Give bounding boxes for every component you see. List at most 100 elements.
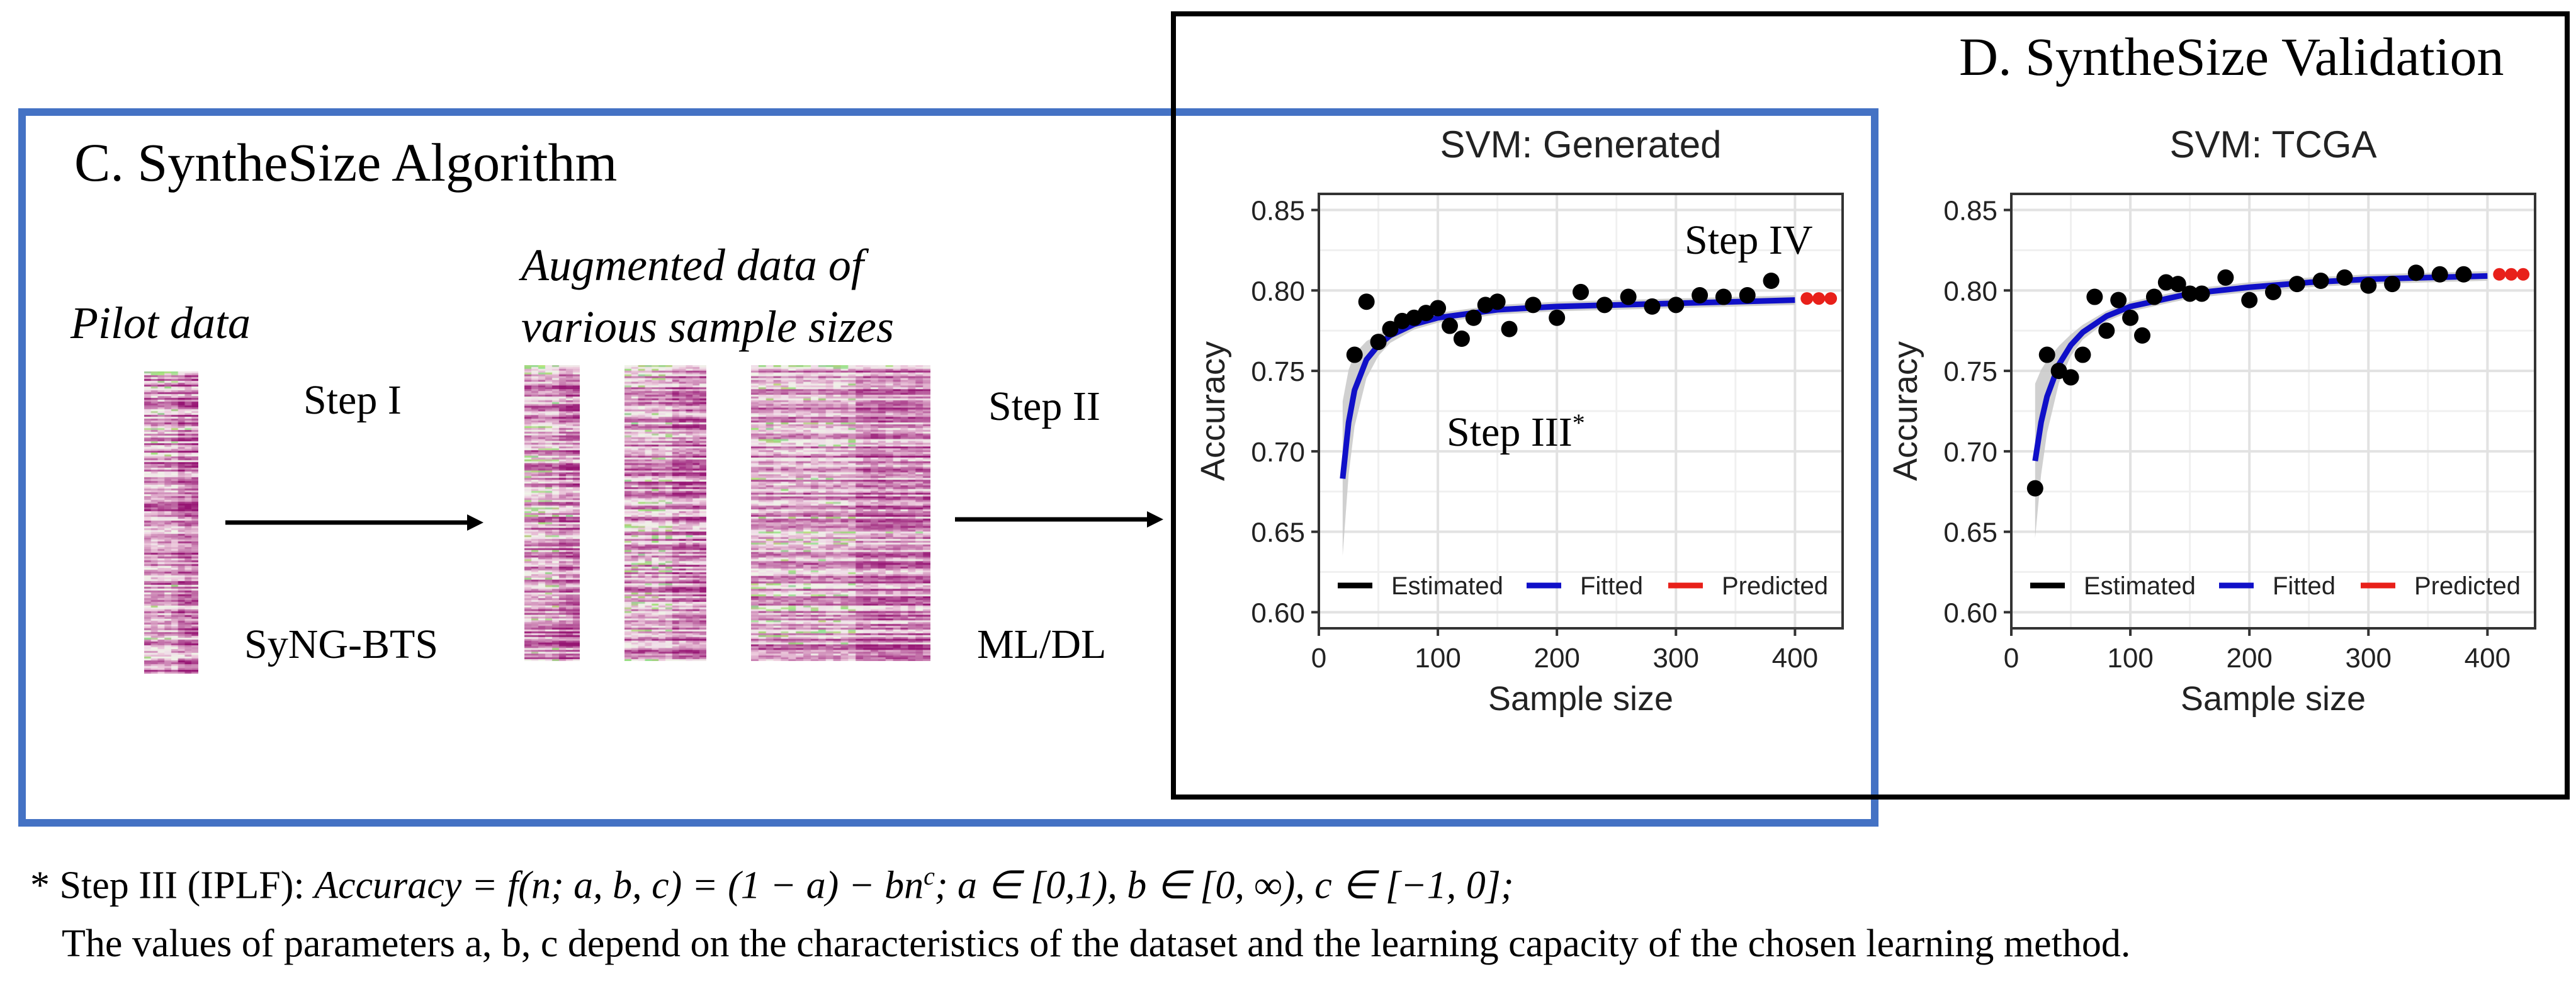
estimated-point (1573, 283, 1589, 300)
pilot-heatmap (144, 371, 198, 674)
y-axis-label: Accuracy (1887, 341, 1924, 481)
x-tick-label: 100 (1415, 643, 1460, 674)
estimated-point (1430, 300, 1447, 317)
estimated-point (1596, 297, 1613, 314)
step1-label: Step I (303, 377, 402, 423)
estimated-point (2384, 276, 2401, 293)
footnote-lead: Step III (IPLF): (59, 864, 315, 907)
estimated-point (2086, 288, 2103, 305)
legend-label-predicted: Predicted (2414, 572, 2521, 600)
predicted-point (1800, 292, 1814, 305)
x-tick-label: 200 (1534, 643, 1579, 674)
augmented-label-line2: various sample sizes (521, 302, 894, 352)
estimated-point (1715, 288, 1732, 305)
chart-svm-tcga: SVM: TCGA 0.60 0.65 0.70 0.75 0.80 0.85 0 100 200… (1887, 123, 2536, 718)
augmented-heatmap-large (751, 365, 930, 661)
y-tick-label: 0.85 (1251, 196, 1305, 227)
estimated-point (1346, 346, 1363, 363)
panel-d-title: D. SyntheSize Validation (1959, 26, 2504, 87)
panel-d-frame (1171, 11, 2570, 800)
y-tick-label: 0.75 (1251, 356, 1305, 387)
estimated-point (1382, 320, 1399, 337)
legend-label-fitted: Fitted (2273, 572, 2336, 600)
y-tick-label: 0.60 (1943, 597, 1997, 628)
footnote-formula-exponent: c (924, 862, 935, 890)
estimated-point (1370, 334, 1387, 351)
step3-superscript: * (1572, 409, 1585, 437)
estimated-point (1644, 298, 1661, 315)
y-tick-label: 0.60 (1251, 597, 1305, 628)
estimated-point (2026, 480, 2043, 497)
estimated-point (2336, 269, 2353, 286)
estimated-point (2217, 269, 2234, 286)
pilot-data-label: Pilot data (71, 298, 251, 348)
estimated-point (1453, 331, 1470, 347)
estimated-point (2038, 346, 2055, 363)
estimated-point (2062, 369, 2079, 386)
fitted-confidence-band (2035, 271, 2488, 538)
estimated-point (1442, 317, 1458, 334)
footnote-marker: * (30, 864, 50, 907)
augmented-label-line1: Augmented data of (521, 240, 864, 290)
estimated-point (2431, 266, 2448, 283)
plot-frame (1318, 193, 1844, 630)
x-tick-label: 100 (2107, 643, 2153, 674)
predicted-point (2505, 268, 2518, 281)
estimated-point (1501, 320, 1518, 337)
predicted-point (2493, 268, 2506, 281)
y-tick-label: 0.85 (1943, 196, 1997, 227)
plot-frame (2010, 193, 2536, 630)
x-axis-label: Sample size (1488, 680, 1673, 718)
y-axis-label: Accuracy (1194, 341, 1232, 481)
step2-method: ML/DL (977, 621, 1107, 667)
predicted-point (2517, 268, 2530, 281)
y-tick-label: 0.65 (1943, 517, 1997, 548)
estimated-point (2145, 288, 2162, 305)
estimated-point (1525, 297, 1542, 314)
legend-label-predicted: Predicted (1722, 572, 1828, 600)
y-tick-label: 0.70 (1943, 437, 1997, 468)
footnote-formula: Accuracy = f(n; a, b, c) = (1 − a) − bn (314, 864, 924, 907)
legend-label-estimated: Estimated (2084, 572, 2196, 600)
estimated-point (2288, 276, 2305, 293)
estimated-point (1739, 287, 1756, 303)
chart-title: SVM: TCGA (2170, 123, 2377, 166)
estimated-point (2241, 291, 2258, 308)
step2-arrow (955, 511, 1163, 528)
augmented-heatmap-medium (624, 365, 706, 661)
footnote-line2: The values of parameters a, b, c depend … (62, 922, 2131, 965)
estimated-point (2193, 285, 2210, 302)
estimated-point (1668, 297, 1685, 314)
step3-annotation: Step III* (1447, 408, 1585, 456)
fitted-line (2032, 273, 2488, 461)
estimated-point (2312, 273, 2329, 289)
footnote-domain: ; a ∈ [0,1), b ∈ [0, ∞), c ∈ [−1, 0]; (934, 864, 1514, 907)
estimated-point (2407, 264, 2424, 281)
y-tick-label: 0.80 (1251, 276, 1305, 307)
step4-annotation: Step IV (1685, 217, 1813, 263)
x-tick-label: 300 (1653, 643, 1699, 674)
legend-label-estimated: Estimated (1391, 572, 1503, 600)
estimated-point (1489, 293, 1506, 310)
estimated-point (2110, 291, 2127, 308)
x-axis-label: Sample size (2181, 680, 2366, 718)
chart-svm-generated: SVM: Generated 0.60 0.65 0.70 0.75 0.80 0.85 0 1… (1194, 123, 1844, 718)
y-tick-label: 0.65 (1251, 517, 1305, 548)
x-tick-label: 300 (2346, 643, 2392, 674)
step1-method: SyNG-BTS (244, 621, 439, 667)
y-tick-label: 0.75 (1943, 356, 1997, 387)
y-tick-label: 0.70 (1251, 437, 1305, 468)
step1-arrow (225, 514, 483, 531)
estimated-point (1549, 309, 1566, 326)
x-tick-label: 0 (1311, 643, 1326, 674)
x-tick-label: 400 (2465, 643, 2511, 674)
step3-text: Step III (1447, 409, 1573, 455)
estimated-point (2157, 274, 2174, 291)
panel-c-title: C. SyntheSize Algorithm (74, 132, 618, 193)
estimated-point (2122, 309, 2139, 326)
step2-label: Step II (988, 383, 1100, 429)
augmented-heatmap-small (524, 365, 580, 661)
estimated-point (1620, 288, 1637, 305)
footnote-line1: * Step III (IPLF): Accuracy = f(n; a, b,… (30, 861, 1514, 908)
x-tick-label: 200 (2226, 643, 2272, 674)
